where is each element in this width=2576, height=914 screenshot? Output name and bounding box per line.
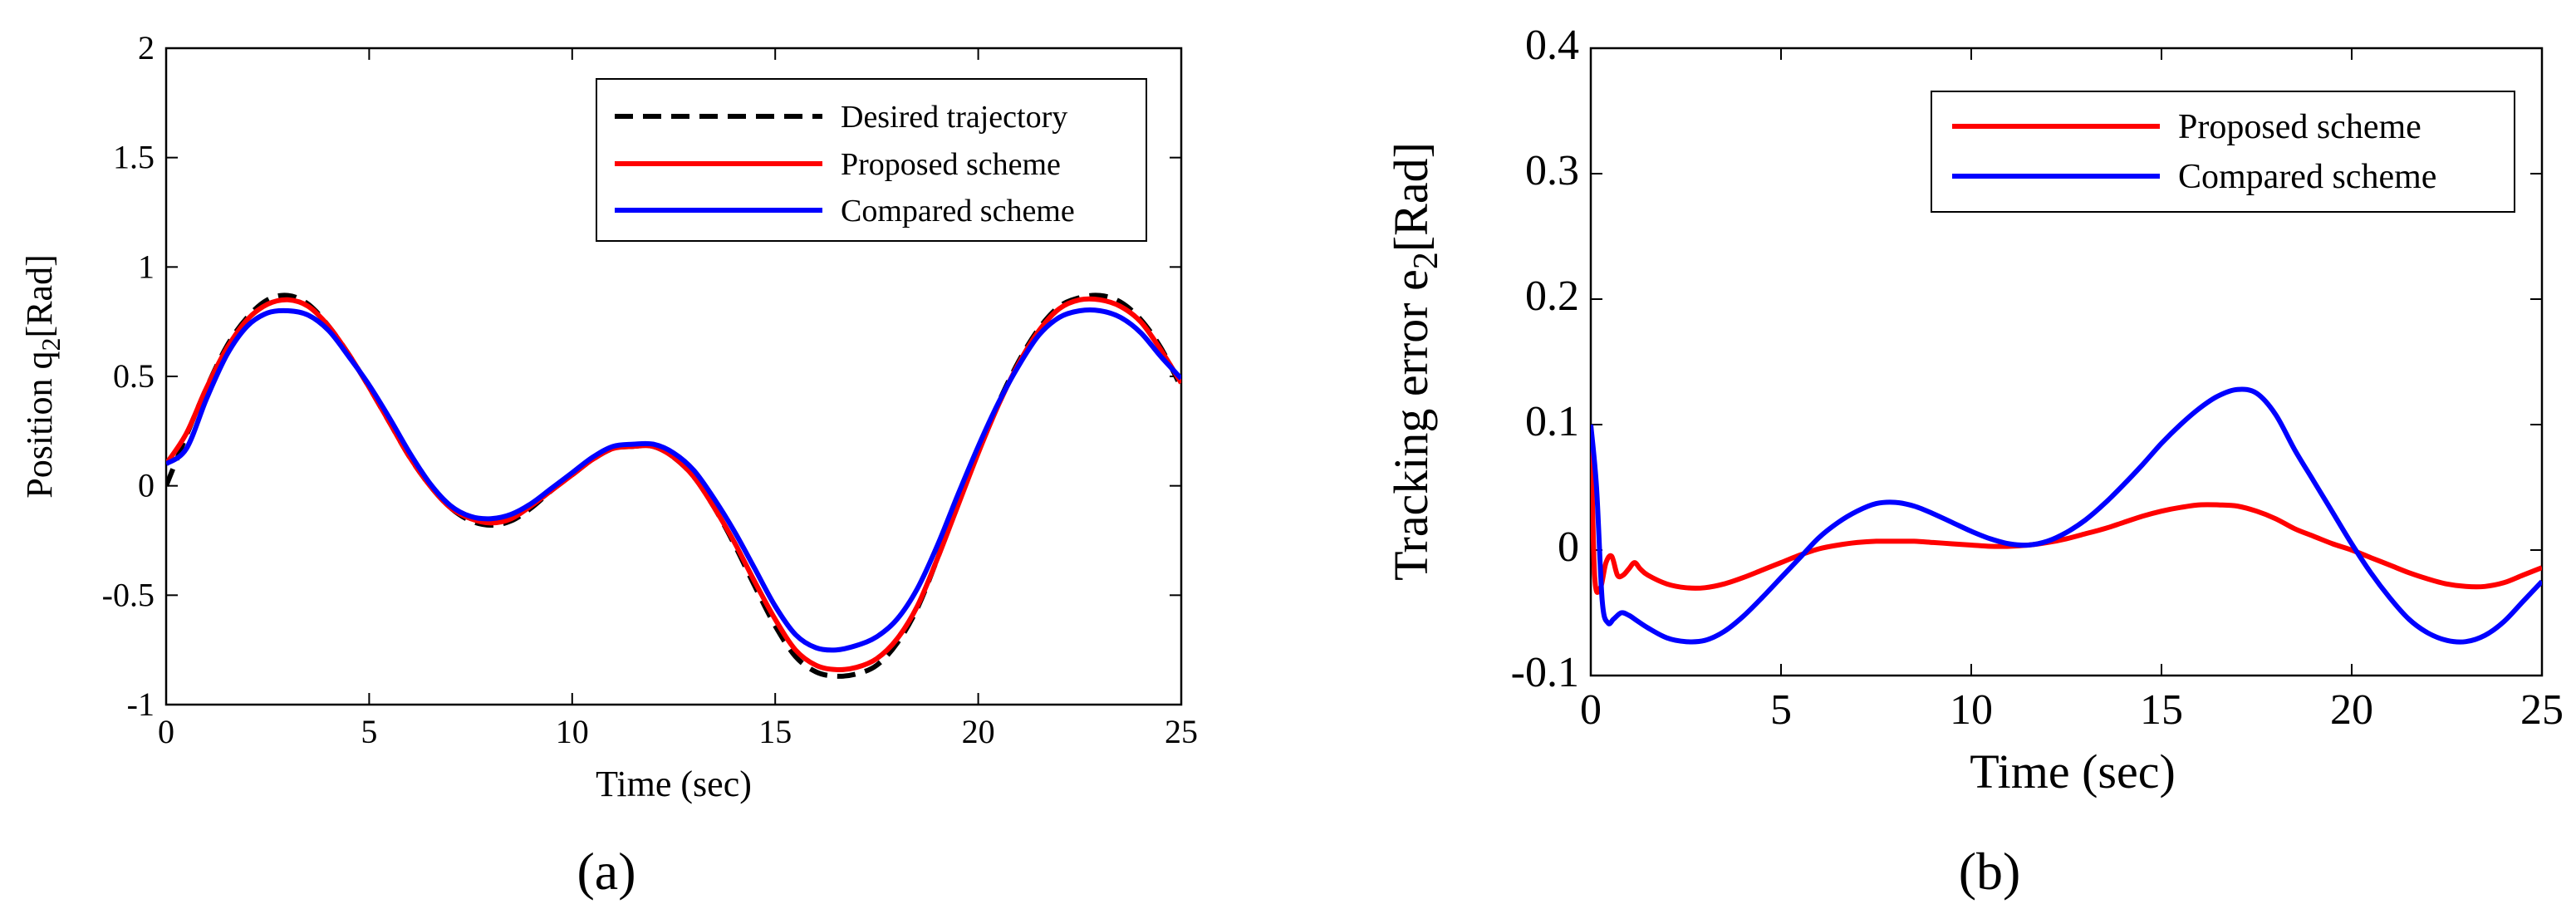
legend-label-proposed-b: Proposed scheme: [2178, 108, 2421, 146]
ytick-label: 0: [138, 467, 155, 504]
ytick-labels-a: -1 -0.5 0 0.5 1 1.5 2: [102, 29, 155, 723]
ytick-label: 0.2: [1525, 273, 1579, 320]
ytick-label: -1: [127, 686, 155, 723]
ytick-label: 2: [138, 29, 155, 66]
xtick-label: 15: [2140, 686, 2183, 734]
ytick-label: 0.3: [1525, 147, 1579, 194]
legend-b: Proposed scheme Compared scheme: [1931, 91, 2515, 213]
series-group-a: [166, 292, 1181, 679]
xtick-label: 25: [1165, 713, 1198, 750]
chart-b: -0.100.10.20.30.4 0 5 10 15 20 25 Time (sec) …: [1384, 22, 2564, 901]
legend-label-compared-a: Compared scheme: [841, 194, 1075, 228]
xtick-label: 20: [2330, 686, 2373, 734]
xtick-label: 10: [1950, 686, 1993, 734]
xtick-label: 0: [158, 713, 174, 750]
xtick-label: 25: [2520, 686, 2564, 734]
panel-label-a: (a): [577, 842, 635, 901]
ytick-label: -0.1: [1511, 649, 1579, 696]
ytick-label: 1: [138, 248, 155, 285]
ytick-label: 0: [1558, 523, 1579, 571]
xtick-labels-a: 0 5 10 15 20 25: [158, 713, 1198, 750]
chart-a: -1 -0.5 0 0.5 1 1.5 2 0 5 10 15 20 25 Time (sec) Po…: [19, 29, 1198, 901]
ytick-label: 0.5: [113, 357, 155, 395]
ytick-label: 1.5: [113, 139, 155, 176]
panel-label-b: (b): [1959, 842, 2021, 901]
y-axis-label-b: Tracking error e2[Rad]: [1384, 142, 1445, 581]
x-axis-label-b: Time (sec): [1970, 744, 2176, 799]
axis-ticks-a: [165, 47, 1182, 705]
ytick-labels-b: -0.1 0 0.1 0.2 0.3 0.4: [1511, 22, 1579, 696]
ytick-label: -0.5: [102, 576, 155, 613]
xtick-label: 20: [962, 713, 995, 750]
ytick-label: 0.4: [1525, 22, 1579, 69]
xtick-label: 5: [1770, 686, 1792, 734]
legend-box-b: [1931, 91, 2515, 213]
series-group-b: [1591, 386, 2542, 645]
xtick-label: 10: [556, 713, 589, 750]
xtick-label: 15: [758, 713, 792, 750]
series-line-compared-scheme: [166, 307, 1181, 653]
xtick-label: 5: [361, 713, 377, 750]
x-axis-label-a: Time (sec): [596, 764, 752, 804]
legend-label-desired: Desired trajectory: [841, 100, 1067, 135]
legend-label-compared-b: Compared scheme: [2178, 158, 2436, 196]
xtick-labels-b: 0 5 10 15 20 25: [1580, 686, 2564, 734]
legend-label-proposed-a: Proposed scheme: [841, 147, 1061, 182]
legend-box-a: [596, 78, 1147, 242]
y-axis-label-a: Position q2[Rad]: [19, 254, 66, 498]
xtick-label: 0: [1580, 686, 1602, 734]
legend-a: Desired trajectory Proposed scheme Compa…: [596, 78, 1147, 242]
ytick-label: 0.1: [1525, 398, 1579, 445]
series-line-compared-scheme: [1591, 386, 2542, 645]
